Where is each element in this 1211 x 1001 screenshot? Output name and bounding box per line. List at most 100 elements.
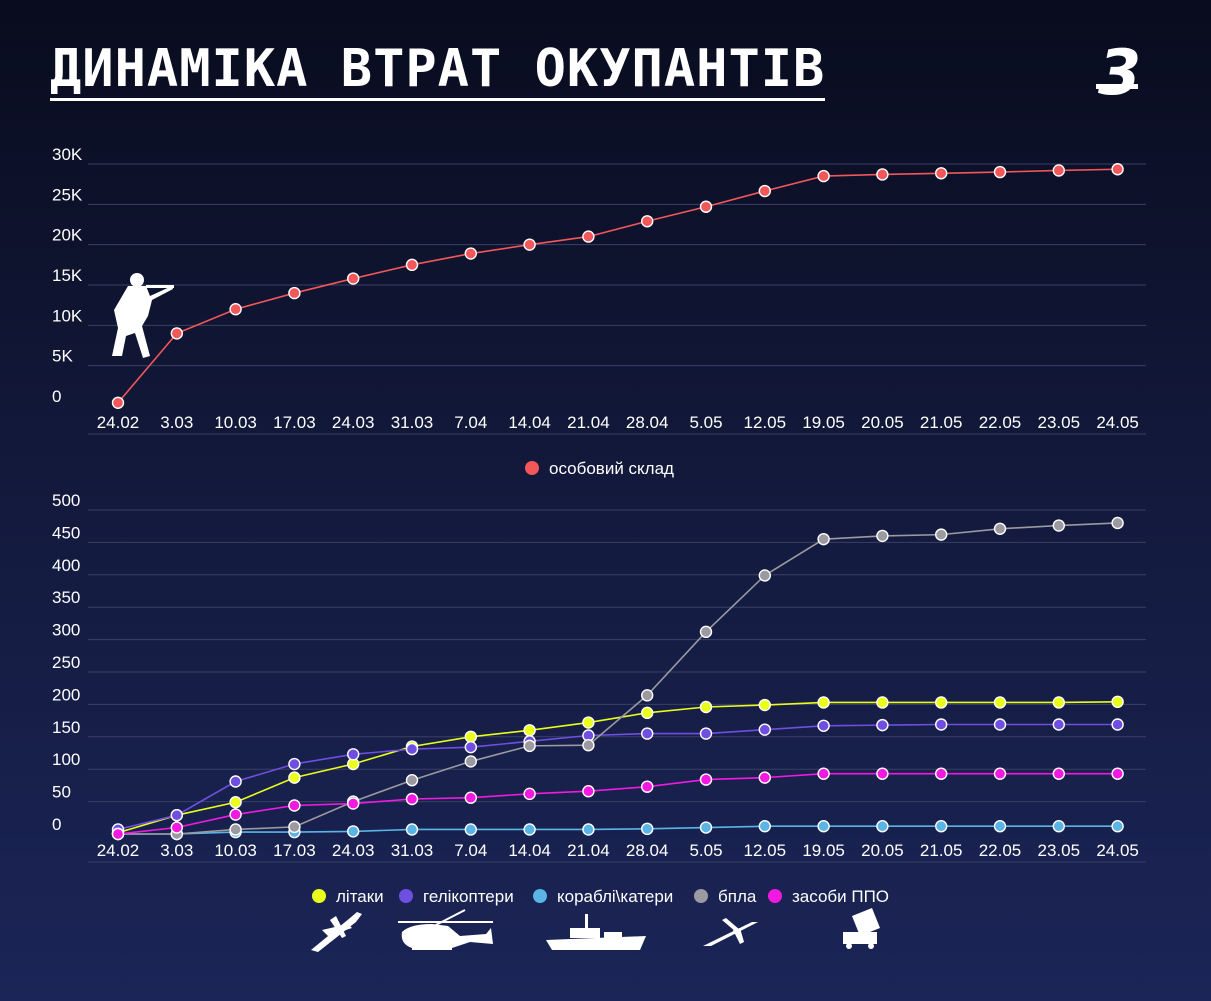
data-point: [464, 740, 477, 754]
data-point: [1111, 516, 1124, 530]
y-tick-label: 10K: [52, 306, 83, 325]
data-point: [229, 796, 242, 809]
data-point: [817, 719, 830, 732]
series-4: [111, 516, 1124, 841]
chart-2: 0 50 100 150 200 250 300 350 400 450 500 24.02 3.03 1…: [52, 491, 1146, 863]
data-point: [876, 696, 889, 709]
data-point: [641, 689, 654, 702]
data-point: [758, 820, 771, 833]
x-tick-label: 5.05: [689, 413, 722, 432]
data-point: [1052, 164, 1066, 177]
data-point: [405, 823, 419, 836]
data-point: [229, 823, 242, 836]
data-point: [993, 165, 1007, 179]
data-point: [1052, 519, 1066, 532]
data-point: [758, 771, 771, 784]
data-point: [758, 569, 771, 582]
data-point: [993, 820, 1007, 833]
data-point: [229, 808, 242, 821]
x-tick-label: 3.03: [160, 841, 193, 860]
x-tick-label: 7.04: [454, 841, 487, 860]
x-tick-label: 7.04: [454, 413, 487, 432]
x-tick-label: 20.05: [861, 841, 904, 860]
y-tick-label: 450: [52, 523, 80, 542]
y-tick-label: 150: [52, 718, 80, 737]
data-point: [935, 767, 948, 780]
y-tick-label: 350: [52, 588, 80, 607]
x-tick-label: 22.05: [979, 841, 1022, 860]
data-point: [1052, 718, 1066, 731]
data-point: [699, 727, 713, 740]
x-tick-label: 10.03: [214, 841, 257, 860]
y-tick-label: 50: [52, 783, 71, 802]
y-tick-label: 0: [52, 387, 61, 406]
x-tick-label: 14.04: [508, 413, 551, 432]
data-point: [699, 625, 713, 639]
x-tick-label: 19.05: [802, 841, 845, 860]
y-tick-label: 100: [52, 750, 80, 769]
data-point: [464, 247, 477, 260]
data-point: [699, 700, 713, 714]
data-point: [993, 767, 1007, 780]
data-point: [935, 528, 948, 541]
data-point: [1111, 163, 1124, 176]
series-line: [118, 825, 1118, 835]
data-point: [641, 727, 654, 740]
series-line: [117, 701, 1118, 834]
data-point: [1052, 767, 1066, 780]
data-point: [347, 272, 360, 285]
legend-label: літаки: [336, 887, 384, 906]
data-point: [758, 698, 771, 712]
x-tick-label: 31.03: [391, 841, 434, 860]
data-point: [582, 230, 595, 243]
data-point: [876, 767, 889, 780]
data-point: [170, 821, 184, 834]
x-tick-label: 24.05: [1096, 413, 1139, 432]
legend-swatch: [399, 889, 413, 903]
data-point: [935, 820, 948, 833]
helicopter-icon: [398, 909, 493, 950]
data-point: [1111, 820, 1124, 833]
data-point: [935, 696, 948, 709]
soldier-icon: [112, 273, 174, 358]
data-point: [758, 184, 771, 198]
air-defense-icon: [843, 908, 880, 949]
x-tick-label: 31.03: [391, 413, 434, 432]
x-tick-label: 10.03: [214, 413, 257, 432]
x-tick-label: 23.05: [1038, 413, 1081, 432]
data-point: [347, 748, 360, 761]
data-point: [523, 739, 536, 753]
data-point: [1111, 695, 1124, 709]
data-point: [288, 820, 301, 834]
x-tick-label: 5.05: [689, 841, 722, 860]
series-line: [117, 772, 1118, 835]
y-tick-label: 20K: [52, 226, 83, 245]
x-tick-label: 17.03: [273, 413, 316, 432]
data-point: [876, 168, 889, 181]
data-point: [405, 742, 419, 756]
data-point: [641, 822, 654, 836]
data-point: [464, 755, 477, 768]
data-point: [405, 792, 419, 806]
x-tick-label: 28.04: [626, 413, 669, 432]
data-point: [523, 787, 536, 801]
data-point: [993, 522, 1007, 535]
x-tick-label: 24.03: [332, 841, 375, 860]
y-tick-label: 300: [52, 621, 80, 640]
data-point: [405, 258, 419, 272]
legend-swatch: [533, 889, 547, 903]
x-tick-label: 20.05: [861, 413, 904, 432]
data-point: [817, 532, 830, 546]
legend-label: особовий склад: [549, 459, 674, 478]
x-tick-label: 21.05: [920, 841, 963, 860]
x-tick-label: 17.03: [273, 841, 316, 860]
x-tick-label: 22.05: [979, 413, 1022, 432]
data-point: [229, 775, 242, 788]
legend-label: кораблі\катери: [557, 887, 673, 906]
data-point: [758, 723, 771, 736]
data-point: [405, 774, 419, 787]
data-point: [170, 809, 184, 822]
data-point: [817, 820, 830, 833]
x-tick-label: 24.05: [1096, 841, 1139, 860]
data-point: [523, 238, 536, 251]
